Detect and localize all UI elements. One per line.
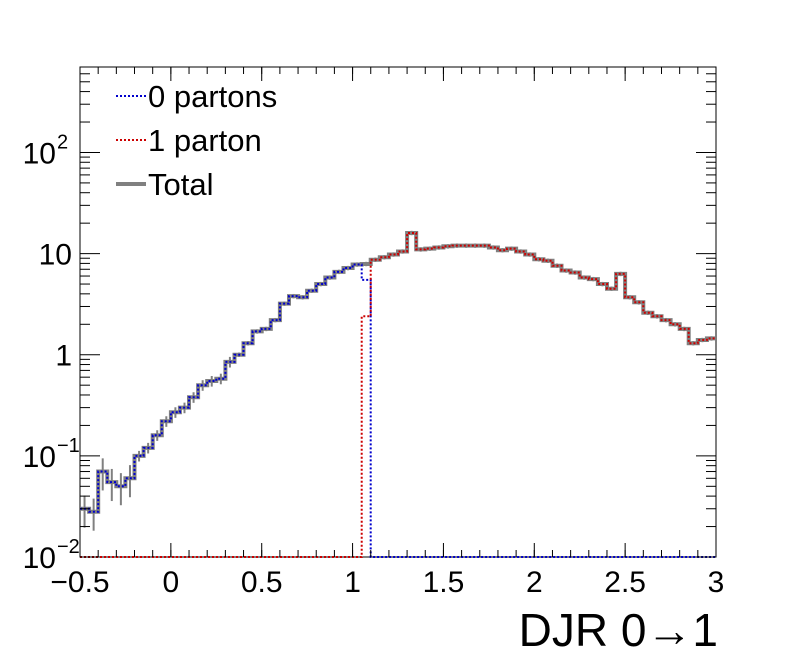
histogram-layer	[80, 230, 716, 558]
x-tick-label: 1.5	[423, 566, 465, 599]
y-tick-exponent: −1	[57, 435, 80, 457]
y-tick-label: 10	[23, 542, 56, 575]
y-tick-label: 1	[55, 340, 72, 373]
x-tick-label: 0.5	[241, 566, 283, 599]
y-tick-exponent: −2	[57, 536, 80, 558]
y-tick-label: 10	[39, 239, 72, 272]
x-tick-label: 1	[344, 566, 361, 599]
x-tick-label: 3	[708, 566, 725, 599]
legend-label-0-partons: 0 partons	[148, 79, 277, 114]
x-tick-label: 0	[163, 566, 180, 599]
legend-label-total: Total	[148, 167, 213, 202]
legend-label-1-parton: 1 parton	[148, 123, 262, 158]
legend: 0 partons 1 parton Total	[116, 79, 277, 202]
series-0-partons	[80, 263, 716, 558]
y-tick-label: 10	[23, 441, 56, 474]
x-tick-label: 2	[526, 566, 543, 599]
x-axis-label: DJR 0→1	[519, 604, 718, 656]
y-tick-label: 10	[23, 137, 56, 170]
y-tick-exponent: 2	[57, 131, 68, 153]
x-tick-label: −0.5	[50, 566, 109, 599]
x-tick-label: 2.5	[604, 566, 646, 599]
series-1-parton	[80, 232, 716, 558]
